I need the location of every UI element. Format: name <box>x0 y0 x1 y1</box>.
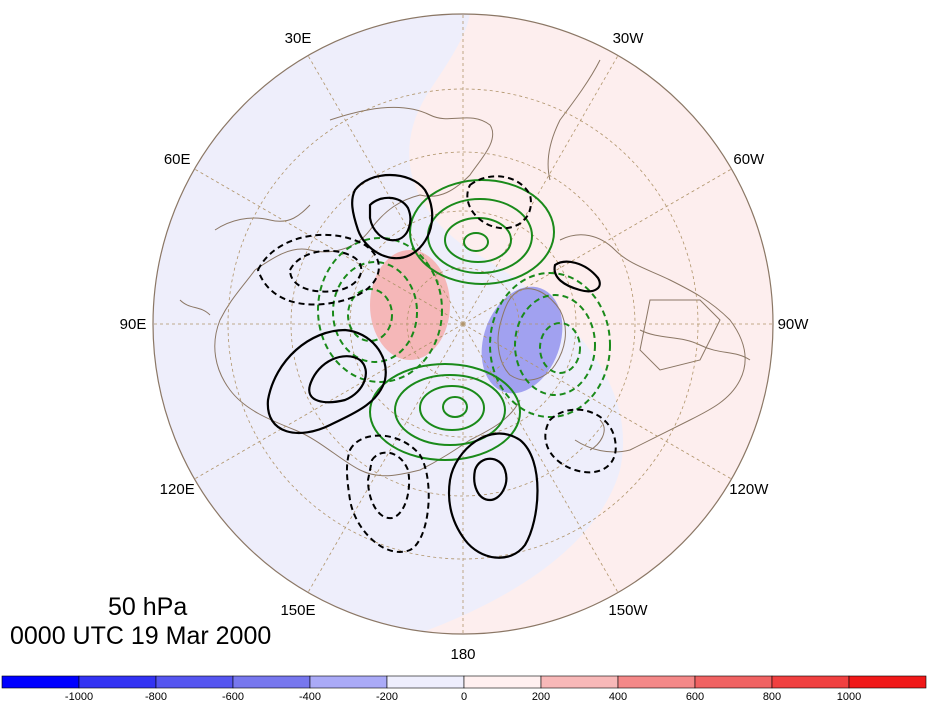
colorbar-label: -200 <box>376 691 398 702</box>
longitude-labels: 0 30W 60W 90W 120W 150W 180 150E 120E 90E 60E 30E <box>120 0 810 663</box>
colorbar-swatch <box>463 675 542 689</box>
colorbar-swatch <box>155 675 234 689</box>
negative-green-contours-west <box>317 237 443 383</box>
colorbar-label: 800 <box>763 691 781 702</box>
longitude-label-30w: 30W <box>613 30 645 47</box>
valid-time-title: 0000 UTC 19 Mar 2000 <box>10 622 272 650</box>
colorbar-swatch <box>78 675 157 689</box>
longitude-label-180: 180 <box>450 646 475 663</box>
longitude-label-90e: 90E <box>120 316 147 333</box>
positive-contours-north <box>409 179 555 285</box>
longitude-label-0: 0 <box>459 0 467 3</box>
longitude-label-150w: 150W <box>608 602 648 619</box>
longitude-label-30e: 30E <box>285 30 312 47</box>
shade-negative-core <box>481 286 563 394</box>
longitude-label-150e: 150E <box>280 602 315 619</box>
colorbar-swatch <box>540 675 619 689</box>
colorbar-swatch <box>386 675 465 689</box>
colorbar-swatch <box>771 675 850 689</box>
level-title: 50 hPa <box>108 593 188 621</box>
longitude-label-60w: 60W <box>733 151 765 168</box>
colorbar-label: 400 <box>609 691 627 702</box>
colorbar-label: -800 <box>145 691 167 702</box>
colorbar-swatch <box>617 675 696 689</box>
colorbar-label: -1000 <box>65 691 93 702</box>
colorbar-swatch <box>309 675 388 689</box>
colorbar-label: -600 <box>222 691 244 702</box>
colorbar-label: 200 <box>532 691 550 702</box>
colorbar-swatch <box>848 675 927 689</box>
colorbar-label: 1000 <box>837 691 861 702</box>
colorbar-swatch <box>694 675 773 689</box>
negative-green-contours-east <box>489 272 611 418</box>
colorbar-label: -400 <box>299 691 321 702</box>
longitude-label-60e: 60E <box>164 151 191 168</box>
shade-positive-region <box>400 14 773 634</box>
longitude-label-120w: 120W <box>729 481 769 498</box>
colorbar-swatch <box>1 675 80 689</box>
coastlines <box>179 59 751 477</box>
colorbar-label: 600 <box>686 691 704 702</box>
longitude-label-120e: 120E <box>160 481 195 498</box>
colorbar-label: 0 <box>461 691 467 702</box>
colorbar: -1000 -800 -600 -400 -200 0 200 400 600 800 1000 <box>1 675 927 702</box>
map-boundary <box>152 13 774 635</box>
graticule <box>153 14 773 634</box>
colorbar-swatch <box>232 675 311 689</box>
longitude-label-90w: 90W <box>778 316 810 333</box>
positive-contours-south <box>369 363 521 461</box>
black-dashed-contours <box>256 175 617 553</box>
black-solid-contours <box>266 173 601 559</box>
